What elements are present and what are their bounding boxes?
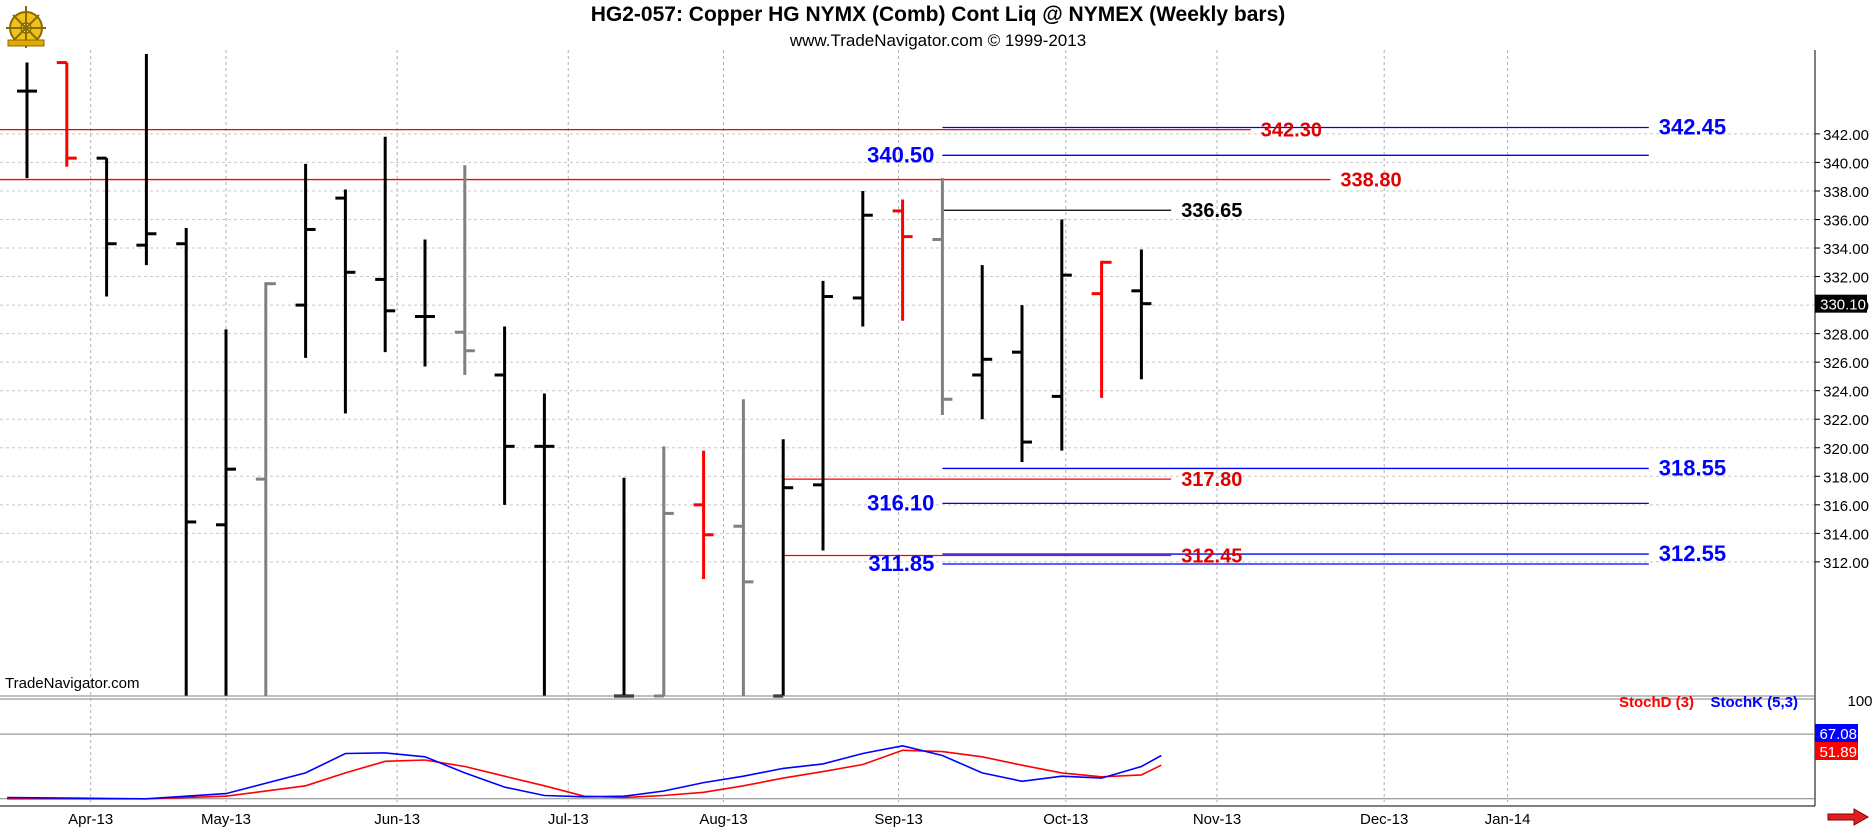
scroll-right-arrow-icon[interactable] — [1826, 808, 1870, 826]
stoch-last-value: 51.89 — [1819, 744, 1857, 761]
ohlc-bar — [255, 282, 276, 696]
price-level-label: 340.50 — [867, 142, 934, 167]
x-tick-label: Jan-14 — [1485, 811, 1531, 828]
price-level-label: 311.85 — [868, 551, 934, 576]
price-level-label: 342.45 — [1659, 114, 1726, 139]
last-price-badge — [1815, 294, 1867, 313]
x-tick-label: May-13 — [201, 811, 251, 828]
y-tick-label: 332.00 — [1823, 270, 1869, 287]
ohlc-bar — [335, 189, 356, 414]
ohlc-bar — [136, 54, 157, 266]
price-level-label: 316.10 — [867, 490, 934, 515]
ohlc-bar — [494, 326, 515, 505]
y-tick-label: 326.00 — [1823, 355, 1869, 372]
stoch-legend-label: StochD (3) — [1619, 694, 1694, 711]
y-tick-label: 322.00 — [1823, 412, 1869, 429]
y-tick-label: 312.00 — [1823, 555, 1869, 572]
ohlc-bar — [295, 163, 316, 358]
grid-layer — [0, 50, 1815, 802]
x-tick-label: Oct-13 — [1043, 811, 1088, 828]
ohlc-bar — [1051, 219, 1072, 451]
last-price-label: 330.10 — [1820, 297, 1866, 314]
price-level-label: 338.80 — [1340, 170, 1401, 192]
levels-layer: 342.45 342.30 340.50 338.80 336.65 318.55 317.… — [0, 114, 1726, 576]
y-tick-label: 338.00 — [1823, 184, 1869, 201]
y-tick-label: 334.00 — [1823, 241, 1869, 258]
price-level-label: 318.55 — [1659, 455, 1726, 480]
stoch-line — [7, 744, 1162, 800]
trade-navigator-logo-icon — [6, 6, 46, 48]
ohlc-bar — [614, 477, 634, 698]
x-tick-label: Apr-13 — [68, 811, 113, 828]
ohlc-bar — [375, 136, 396, 353]
chart-subtitle: www.TradeNavigator.com © 1999-2013 — [789, 31, 1087, 50]
watermark-text: TradeNavigator.com — [5, 675, 140, 692]
stoch-last-value: 67.08 — [1819, 726, 1857, 743]
ohlc-bar — [216, 329, 236, 696]
stoch-last-badge — [1815, 724, 1858, 742]
y-tick-label: 320.00 — [1823, 441, 1869, 458]
ohlc-bar — [852, 190, 873, 327]
ohlc-bar — [813, 280, 833, 551]
ohlc-bar — [733, 399, 754, 696]
x-tick-label: Dec-13 — [1360, 811, 1408, 828]
ohlc-bar — [176, 228, 197, 696]
ohlc-bar — [56, 61, 77, 167]
stoch-legend-label: StochK (5,3) — [1710, 694, 1798, 711]
ohlc-bar — [932, 178, 953, 415]
y-tick-label: 318.00 — [1823, 469, 1869, 486]
x-tick-label: Aug-13 — [699, 811, 747, 828]
ohlc-bar — [653, 446, 674, 698]
ohlc-bar — [892, 199, 913, 321]
stoch-last-badge — [1815, 742, 1858, 760]
y-tick-label: 328.00 — [1823, 327, 1869, 344]
ohlc-bar — [17, 62, 37, 179]
ohlc-bar — [1131, 249, 1152, 380]
y-tick-label: 340.00 — [1823, 155, 1869, 172]
ohlc-bar — [534, 393, 555, 696]
ohlc-bar — [415, 239, 435, 367]
ohlc-bar — [1012, 305, 1032, 463]
ohlc-bar — [773, 439, 794, 698]
x-tick-label: Jul-13 — [548, 811, 589, 828]
y-tick-label: 316.00 — [1823, 498, 1869, 515]
ohlc-bar — [1091, 260, 1112, 398]
price-level-label: 312.55 — [1659, 541, 1726, 566]
stoch-100-label: 100 — [1847, 693, 1872, 710]
price-bars — [17, 54, 1152, 698]
price-level-label: 312.45 — [1181, 545, 1242, 567]
x-tick-label: Sep-13 — [874, 811, 922, 828]
ohlc-bar — [454, 165, 475, 375]
ohlc-bar — [693, 450, 714, 580]
price-level-label: 317.80 — [1181, 469, 1242, 491]
y-tick-label: 342.00 — [1823, 127, 1869, 144]
x-tick-label: Nov-13 — [1193, 811, 1241, 828]
chart-title: HG2-057: Copper HG NYMX (Comb) Cont Liq … — [590, 3, 1286, 26]
ohlc-bar — [96, 156, 117, 297]
x-tick-label: Jun-13 — [374, 811, 420, 828]
stoch-line — [7, 749, 1162, 800]
y-tick-label: 314.00 — [1823, 526, 1869, 543]
ohlc-bar — [972, 265, 993, 420]
y-tick-label: 336.00 — [1823, 212, 1869, 229]
axis-layer: Apr-13 May-13 Jun-13 Jul-13 Aug-13 Sep-13 Oct-… — [0, 50, 1869, 828]
price-level-label: 342.30 — [1261, 120, 1322, 142]
price-level-label: 336.65 — [1181, 200, 1242, 222]
y-tick-label: 324.00 — [1823, 384, 1869, 401]
